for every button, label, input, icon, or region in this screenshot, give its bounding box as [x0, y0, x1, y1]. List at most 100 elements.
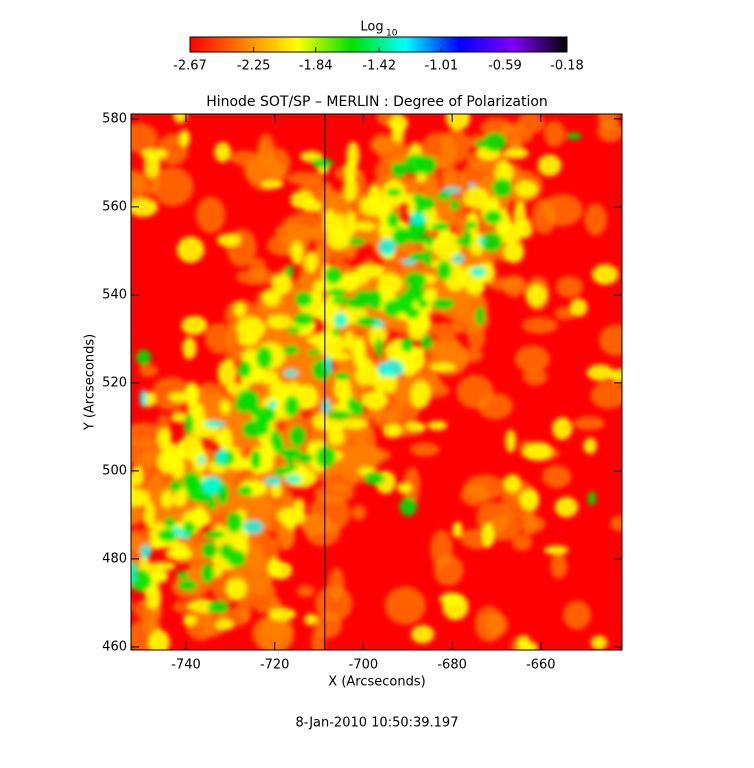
heatmap-texture	[264, 476, 282, 486]
heatmap-texture	[396, 347, 426, 372]
heatmap-texture	[505, 429, 516, 453]
heatmap-texture	[417, 299, 429, 309]
heatmap-texture	[432, 297, 455, 310]
heatmap-texture	[442, 186, 462, 194]
heatmap-texture	[566, 132, 581, 140]
heatmap-texture	[182, 613, 197, 627]
heatmap-texture	[408, 212, 426, 225]
heatmap-texture	[391, 123, 405, 143]
heatmap-texture	[452, 521, 463, 538]
colorbar-tick-label: -0.18	[550, 59, 584, 74]
heatmap-texture	[353, 336, 366, 362]
x-tick-label: -720	[260, 658, 290, 673]
heatmap-texture	[480, 231, 503, 252]
heatmap-texture	[477, 392, 513, 420]
heatmap-texture	[262, 289, 281, 307]
heatmap-texture	[331, 296, 353, 305]
heatmap-texture	[521, 317, 558, 334]
heatmap-texture	[427, 420, 448, 431]
heatmap-texture	[429, 362, 456, 372]
heatmap-texture	[354, 264, 385, 279]
heatmap-texture	[386, 188, 402, 197]
heatmap-texture	[503, 242, 525, 263]
heatmap-texture	[131, 488, 150, 507]
heatmap-texture	[218, 427, 233, 454]
heatmap-texture	[466, 280, 485, 295]
heatmap-texture	[44, 514, 60, 541]
heatmap-texture	[492, 178, 513, 198]
heatmap-texture	[334, 213, 346, 241]
heatmap-texture	[403, 466, 421, 505]
heatmap-texture	[468, 182, 476, 188]
heatmap-texture	[609, 515, 622, 532]
heatmap-texture	[105, 506, 126, 520]
colorbar	[189, 36, 568, 53]
heatmap-texture	[148, 629, 170, 650]
plot-frame	[130, 113, 623, 651]
heatmap-texture	[195, 196, 226, 234]
heatmap-texture	[584, 203, 607, 236]
heatmap-texture	[502, 275, 527, 298]
heatmap-texture	[149, 561, 176, 572]
heatmap-texture	[404, 271, 427, 288]
heatmap-texture	[165, 547, 192, 561]
heatmap-texture	[531, 198, 557, 234]
heatmap-texture	[282, 344, 300, 356]
heatmap-texture	[131, 569, 152, 592]
heatmap-texture	[470, 266, 487, 278]
heatmap-texture	[345, 211, 357, 237]
heatmap-texture	[312, 279, 324, 302]
heatmap-texture	[72, 492, 113, 509]
colorbar-tick-label: -0.59	[488, 59, 522, 74]
heatmap-texture	[268, 607, 296, 621]
heatmap-texture	[250, 449, 262, 470]
heatmap-texture	[436, 191, 452, 201]
heatmap-texture	[403, 153, 426, 175]
heatmap-texture	[261, 370, 279, 386]
y-tick-label: 480	[102, 551, 127, 566]
heatmap-texture	[520, 512, 539, 536]
heatmap-texture	[79, 517, 120, 545]
heatmap-texture	[219, 543, 234, 560]
heatmap-texture	[477, 237, 486, 245]
heatmap-texture	[279, 447, 303, 459]
heatmap-texture	[327, 288, 347, 297]
heatmap-texture	[410, 380, 431, 409]
heatmap-texture	[131, 123, 159, 153]
y-axis-label: Y (Arcseconds)	[83, 334, 98, 431]
heatmap-texture	[364, 471, 385, 486]
heatmap-texture	[178, 129, 191, 147]
heatmap-texture	[266, 314, 294, 329]
y-tick-label: 520	[102, 375, 127, 390]
heatmap-texture	[562, 600, 591, 630]
heatmap-texture	[237, 485, 253, 497]
heatmap-texture	[343, 175, 358, 202]
heatmap-texture	[440, 128, 470, 164]
heatmap-texture	[191, 495, 215, 503]
heatmap-texture	[139, 544, 152, 559]
heatmap-texture	[139, 388, 147, 408]
x-tick-label: -700	[349, 658, 379, 673]
heatmap-texture	[284, 395, 300, 417]
heatmap-texture	[234, 395, 255, 413]
heatmap-texture	[374, 337, 384, 358]
heatmap-texture	[192, 506, 208, 528]
heatmap-texture	[46, 590, 83, 607]
heatmap-texture	[442, 593, 469, 621]
heatmap-texture	[110, 531, 123, 540]
heatmap-texture	[404, 285, 425, 302]
heatmap-texture	[430, 529, 453, 569]
heatmap-texture	[341, 271, 360, 292]
colorbar-tick-label: -2.67	[173, 59, 207, 74]
y-tick-label: 500	[102, 463, 127, 478]
heatmap-texture	[346, 141, 360, 169]
heatmap-texture	[431, 222, 450, 231]
heatmap-texture	[323, 209, 337, 235]
heatmap-texture	[586, 364, 614, 381]
heatmap-texture	[383, 359, 404, 377]
heatmap-texture	[354, 290, 374, 301]
heatmap-texture	[168, 480, 183, 492]
heatmap-texture	[157, 427, 172, 451]
heatmap-texture	[573, 416, 605, 431]
